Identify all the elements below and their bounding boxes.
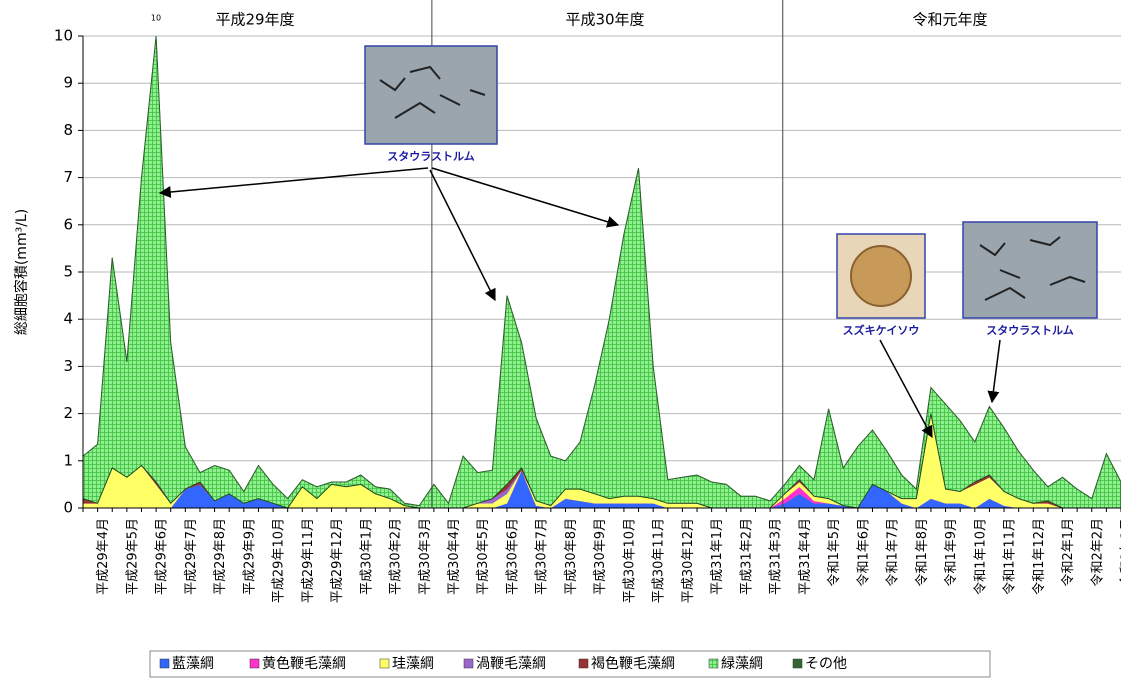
y-tick-label: 9 (63, 74, 73, 92)
y-tick-label: 8 (63, 121, 73, 139)
legend-label: 黄色鞭毛藻綱 (262, 655, 346, 672)
x-tick-label: 平成30年1月 (359, 518, 374, 595)
x-tick-label: 平成30年11月 (652, 518, 667, 603)
y-tick-label: 3 (63, 357, 73, 375)
x-tick-label: 平成30年7月 (535, 518, 550, 595)
legend-frame (149, 650, 991, 678)
x-tick-label: 平成31年4月 (798, 518, 813, 595)
x-tick-label: 令和1年10月 (973, 518, 988, 595)
photo (836, 233, 926, 319)
legend-label: 珪藻綱 (392, 656, 434, 672)
x-tick-label: 平成30年6月 (505, 518, 520, 595)
photo (364, 45, 498, 145)
arrows (158, 167, 1001, 439)
y-tick-label: 7 (63, 168, 73, 186)
x-tick-label: 平成30年12月 (681, 518, 696, 603)
legend-swatch (792, 658, 803, 669)
x-tick-label: 令和1年6月 (856, 518, 871, 587)
annotation: スタウラストルム (986, 324, 1074, 337)
x-tick-label: 令和2年1月 (1061, 518, 1076, 587)
x-tick-label: 平成30年2月 (389, 518, 404, 595)
x-tick-label: 平成29年10月 (272, 518, 287, 603)
annotation: スズキケイソウ (843, 323, 920, 337)
x-tick-label: 令和1年12月 (1032, 518, 1047, 595)
legend-swatch (578, 658, 589, 669)
x-tick-label: 令和1年9月 (944, 518, 959, 587)
legend-swatch (463, 658, 474, 669)
legend-swatch (379, 658, 390, 669)
x-tick-label: 令和1年5月 (827, 518, 842, 587)
period-label: 令和元年度 (912, 11, 987, 29)
x-tick-label: 平成29年4月 (96, 518, 111, 595)
photo (962, 221, 1098, 319)
x-tick-label: 平成29年6月 (155, 518, 170, 595)
y-tick-label: 10 (54, 27, 73, 45)
x-tick-label: 平成29年11月 (301, 518, 316, 603)
annotation: スタウラストルム (387, 150, 475, 163)
period-label: 平成29年度 (215, 11, 294, 29)
legend-label: その他 (805, 656, 847, 672)
legend-swatch (708, 658, 719, 669)
x-tick-label: 令和2年3月 (1120, 518, 1121, 587)
legend-swatch (249, 658, 260, 669)
x-tick-label: 平成30年4月 (447, 518, 462, 595)
x-tick-label: 平成30年5月 (476, 518, 491, 595)
period-label: 平成30年度 (565, 11, 644, 29)
legend-label: 褐色鞭毛藻綱 (591, 655, 675, 672)
y-tick-label: 6 (63, 215, 73, 233)
x-tick-label: 令和2年2月 (1090, 518, 1105, 587)
legend-label: 藍藻綱 (172, 656, 214, 672)
x-tick-label: 平成29年7月 (184, 518, 199, 595)
x-tick-label: 平成30年8月 (564, 518, 579, 595)
area (82, 35, 1121, 506)
x-tick-label: 平成30年3月 (418, 518, 433, 595)
x-tick-label: 平成29年8月 (213, 518, 228, 595)
x-tick-label: 平成30年10月 (622, 518, 637, 603)
y-tick-label: 2 (63, 404, 73, 422)
x-tick-label: 平成30年9月 (593, 518, 608, 595)
y-tick-label: 5 (63, 263, 73, 281)
x-tick-label: 平成31年2月 (739, 518, 754, 595)
x-tick-label: 令和1年8月 (915, 518, 930, 587)
x-tick-label: 令和1年7月 (886, 518, 901, 587)
legend-label: 緑藻綱 (721, 656, 763, 672)
y-tick-label: 1 (63, 451, 73, 469)
x-tick-label: 令和1年11月 (1003, 518, 1018, 595)
x-tick-label: 平成29年5月 (125, 518, 140, 595)
x-tick-label: 平成29年9月 (242, 518, 257, 595)
x-tick-label: 平成31年3月 (769, 518, 784, 595)
legend-swatch (159, 658, 170, 669)
peak-label: 10 (151, 14, 161, 23)
y-tick-label: 4 (63, 310, 73, 328)
x-tick-label: 平成31年1月 (710, 518, 725, 595)
y-axis-label: 総細胞容積(mm³/L) (13, 209, 30, 335)
x-tick-label: 平成29年12月 (330, 518, 345, 603)
y-tick-label: 0 (63, 499, 73, 517)
legend-label: 渦鞭毛藻綱 (476, 656, 546, 672)
